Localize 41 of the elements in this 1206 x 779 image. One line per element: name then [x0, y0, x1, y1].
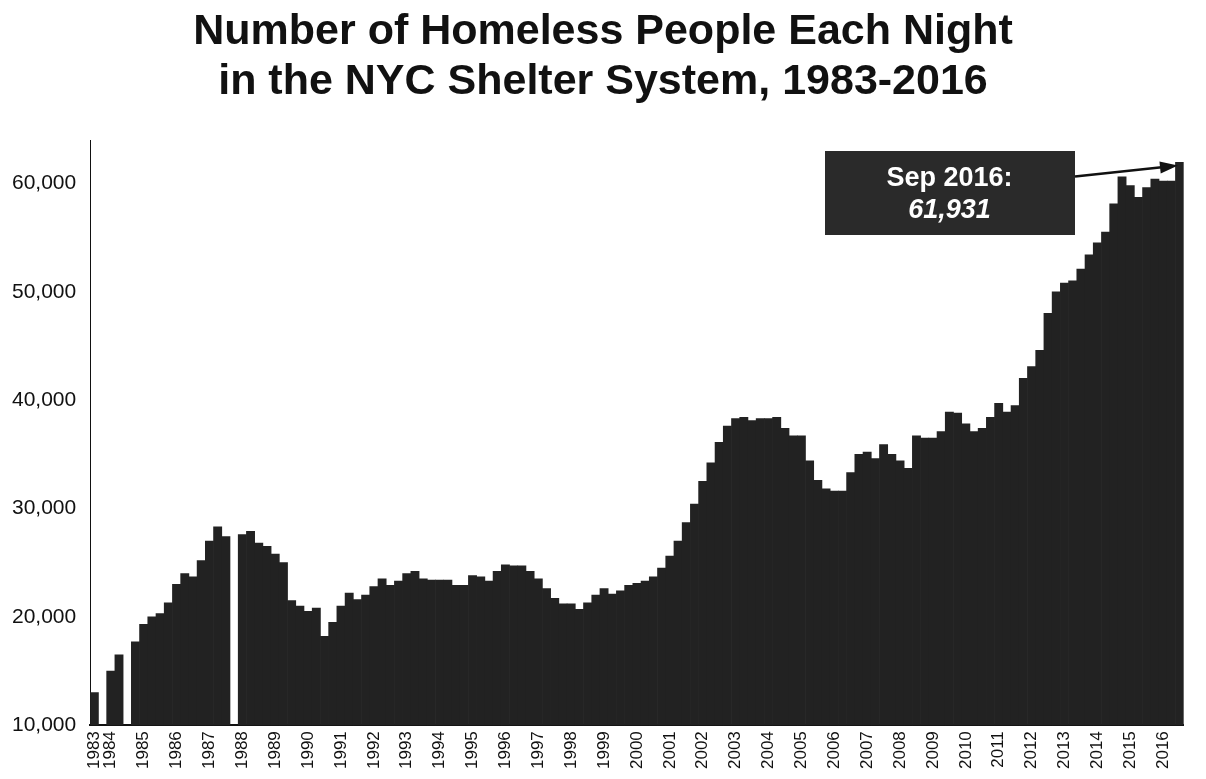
- x-tick-label: 1999: [593, 731, 613, 770]
- x-tick-label: 1995: [462, 731, 482, 770]
- y-tick-label: 20,000: [12, 603, 77, 627]
- x-tick-label: 1998: [560, 731, 580, 770]
- x-tick-label: 1985: [133, 731, 153, 770]
- x-tick-label: 1992: [363, 731, 383, 770]
- x-tick-label: 2006: [823, 731, 843, 770]
- x-tick-label: 2003: [725, 731, 745, 770]
- x-tick-label: 2013: [1054, 731, 1074, 770]
- x-tick-label: 2015: [1119, 731, 1139, 770]
- x-tick-label: 2010: [955, 731, 975, 770]
- chart-title: Number of Homeless People Each Night in the NYC Shelter System, 1983-2016: [193, 4, 1013, 104]
- x-tick-label: 2001: [659, 731, 679, 770]
- x-tick-label: 2011: [988, 731, 1008, 768]
- x-tick-label: 1993: [396, 731, 416, 770]
- x-tick-label: 1987: [199, 731, 219, 770]
- x-tick-label: 1988: [232, 731, 252, 770]
- x-tick-label: 2000: [626, 731, 646, 770]
- x-tick-label: 1997: [527, 731, 547, 770]
- x-tick-label: 2012: [1021, 731, 1041, 770]
- x-tick-label: 2014: [1087, 731, 1107, 770]
- x-tick-label: 2007: [856, 731, 876, 770]
- x-tick-label: 1996: [495, 731, 515, 770]
- x-tick-label: 2008: [889, 731, 909, 770]
- x-tick-label: 1991: [330, 731, 350, 770]
- x-tick-label: 1989: [264, 731, 284, 770]
- callout-box: Sep 2016: 61,931: [824, 151, 1075, 235]
- x-tick-label: 2004: [758, 731, 778, 770]
- x-tick-label: 1990: [297, 731, 317, 770]
- y-tick-label: 10,000: [12, 711, 77, 735]
- x-tick-label: 2009: [922, 731, 942, 770]
- annotation: Sep 2016: 61,931: [885, 161, 1014, 224]
- y-tick-label: 40,000: [12, 386, 77, 410]
- x-tick-label: 1986: [166, 731, 186, 770]
- x-tick-label: 1994: [429, 731, 449, 770]
- y-tick-label: 60,000: [12, 170, 77, 194]
- x-tick-label: 2016: [1152, 731, 1172, 770]
- x-tick-label: 2002: [692, 731, 712, 770]
- y-tick-label: 50,000: [12, 278, 77, 302]
- x-tick-label: 2005: [791, 731, 811, 770]
- y-tick-label: 30,000: [12, 495, 77, 519]
